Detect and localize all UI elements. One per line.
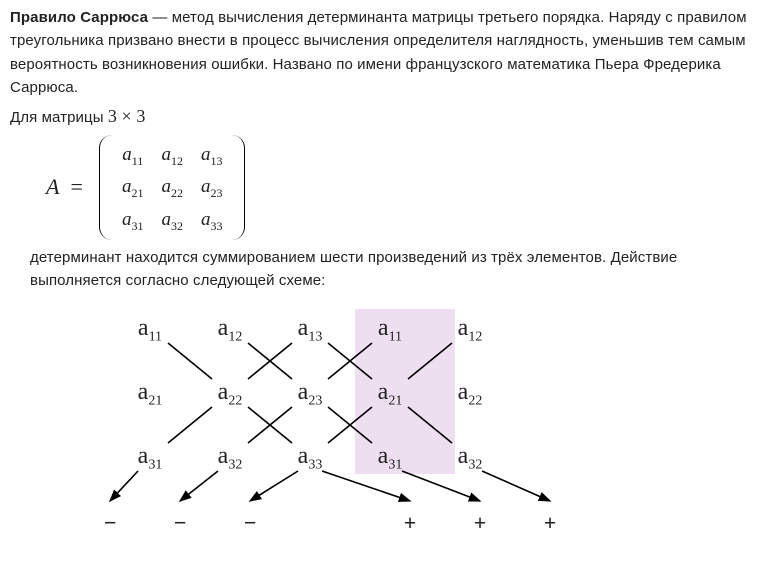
explanation-paragraph: детерминант находится суммированием шест… [30,246,760,293]
sarrus-sign-minus-2: − [170,506,190,540]
sarrus-label-r1-c4: a11 [365,309,415,347]
sarrus-sign-plus-3: + [540,506,560,540]
sarrus-label-r1-c3: a13 [285,309,335,347]
matrix-size-line: Для матрицы 3 × 3 [10,103,760,131]
title: Правило Саррюса [10,9,148,26]
sarrus-sign-plus-2: + [470,506,490,540]
matrix-cell-11: a11 [113,139,153,171]
matrix-cell-31: a31 [113,204,153,236]
sarrus-sign-minus-1: − [100,506,120,540]
sarrus-label-r3-c2: a32 [205,437,255,475]
matrix-cell-21: a21 [113,171,153,203]
matrix-parens: a11a12a13 a21a22a23 a31a32a33 [99,135,246,240]
sarrus-label-r1-c1: a11 [125,309,175,347]
matrix-size-3x3: 3 × 3 [108,106,146,126]
sarrus-label-r2-c4: a21 [365,373,415,411]
matrix-cell-33: a33 [192,204,232,236]
matrix-table: a11a12a13 a21a22a23 a31a32a33 [113,139,232,236]
matrix-A-eq: A = [46,170,89,204]
sarrus-label-r1-c5: a12 [445,309,495,347]
sarrus-label-r2-c2: a22 [205,373,255,411]
matrix-left-paren [99,135,112,240]
matrix-cell-23: a23 [192,171,232,203]
matrix-cell-32: a32 [152,204,192,236]
sarrus-label-r2-c3: a23 [285,373,335,411]
sarrus-label-r3-c4: a31 [365,437,415,475]
sarrus-label-r2-c1: a21 [125,373,175,411]
matrix-size-prefix: Для матрицы [10,109,108,126]
sarrus-label-r3-c5: a32 [445,437,495,475]
matrix-cell-13: a13 [192,139,232,171]
sarrus-label-r3-c3: a33 [285,437,335,475]
matrix-A-label: A [46,174,59,199]
matrix-definition: A = a11a12a13 a21a22a23 a31a32a33 [46,135,760,240]
sarrus-diagram: a11 a12 a13 a11 a12 a21 a22 a23 a21 a22 a31 a32 a33 a… [70,301,590,531]
matrix-equals: = [71,174,83,199]
sarrus-label-r1-c2: a12 [205,309,255,347]
matrix-right-paren [232,135,245,240]
sarrus-sign-minus-3: − [240,506,260,540]
sarrus-label-r2-c5: a22 [445,373,495,411]
intro-paragraph: Правило Саррюса — метод вычисления детер… [10,6,760,99]
matrix-cell-12: a12 [152,139,192,171]
sarrus-sign-plus-1: + [400,506,420,540]
matrix-cell-22: a22 [152,171,192,203]
sarrus-label-r3-c1: a31 [125,437,175,475]
